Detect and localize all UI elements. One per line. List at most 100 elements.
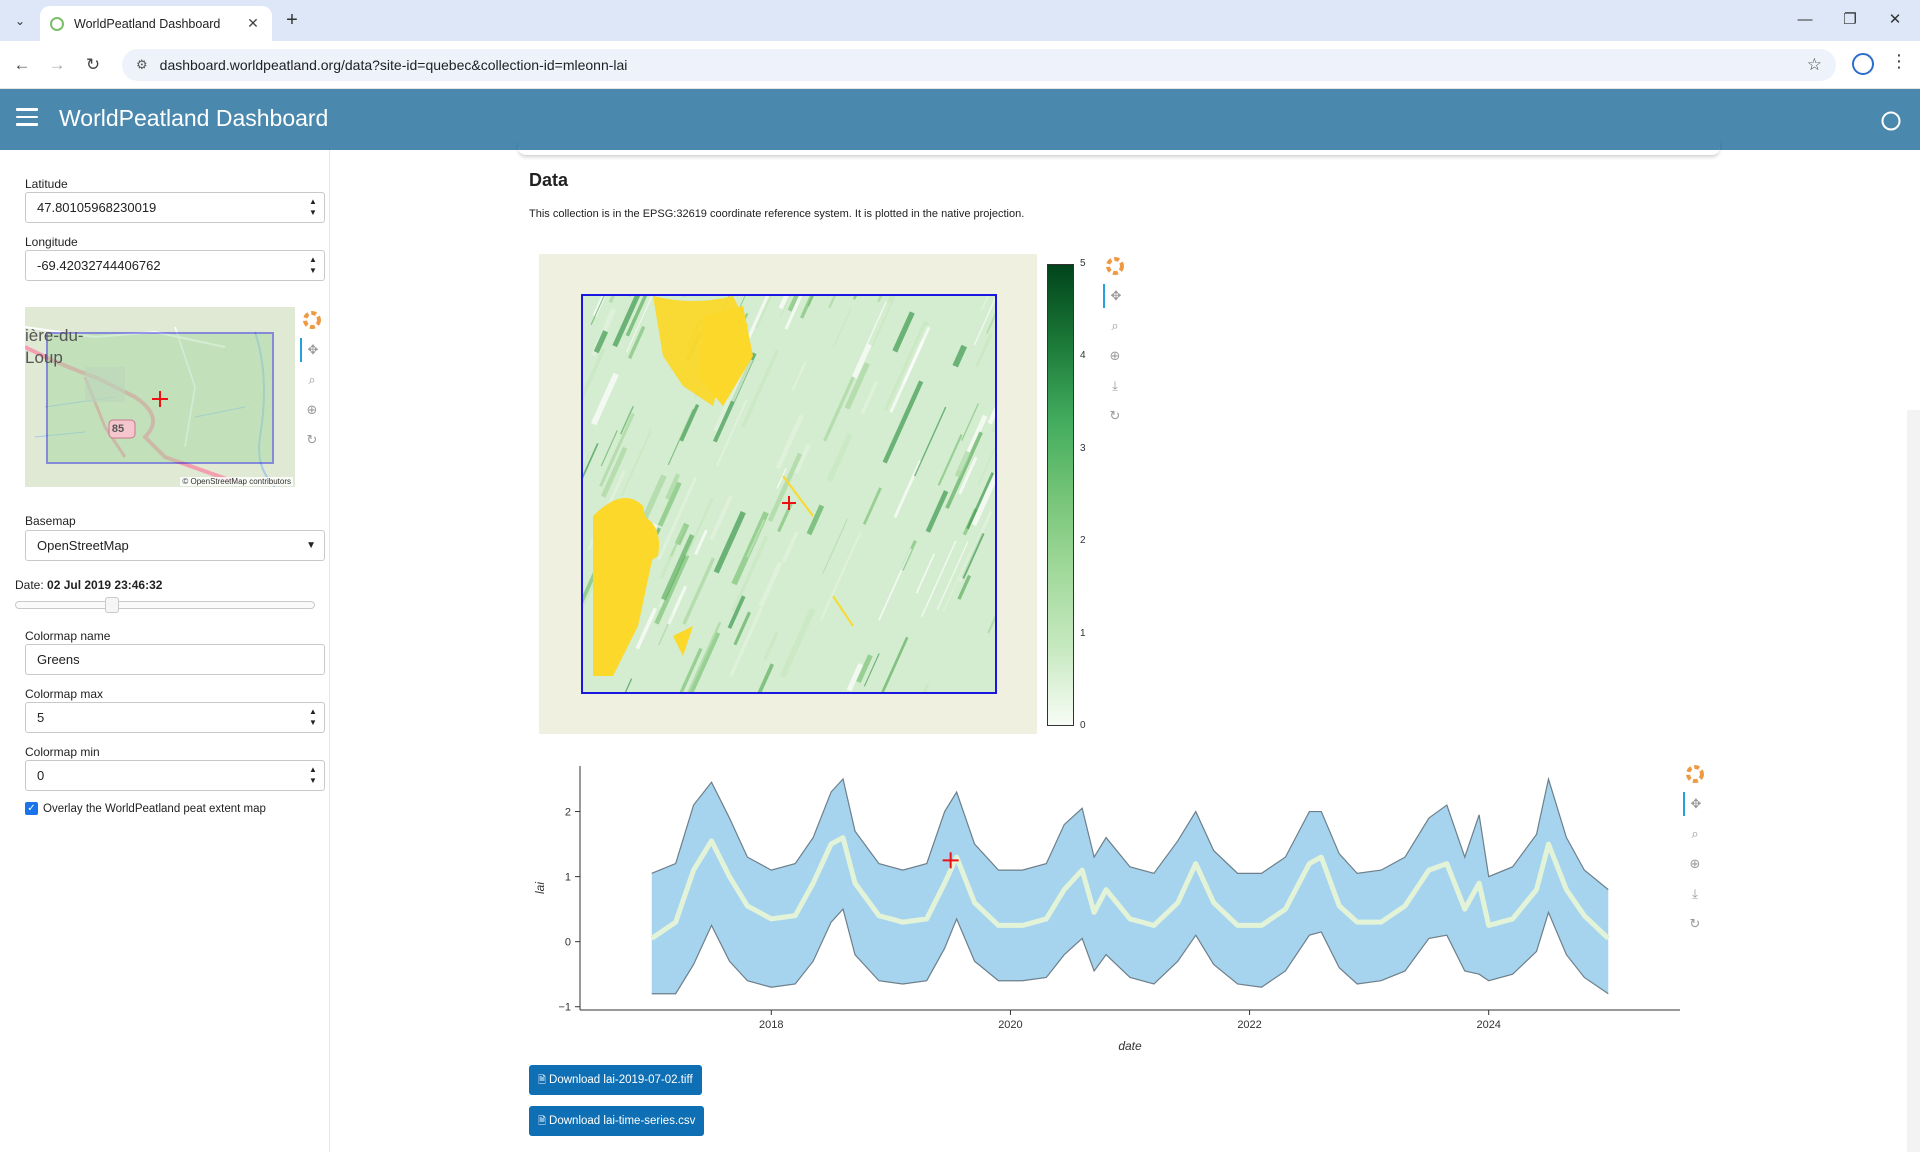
basemap-select[interactable]: OpenStreetMap ▼ (25, 530, 325, 561)
reset-icon[interactable]: ↻ (1109, 408, 1121, 423)
forward-icon[interactable]: → (48, 55, 66, 74)
raster-texture-streak (583, 453, 590, 469)
latitude-value: 47.80105968230019 (37, 200, 157, 215)
raster-texture-streak (619, 406, 634, 435)
longitude-input[interactable]: -69.42032744406762 ▲ ▼ (25, 250, 325, 281)
wheel-zoom-icon[interactable]: ⊕ (1109, 348, 1121, 363)
raster-texture-streak (915, 553, 935, 594)
box-zoom-icon[interactable]: ⌕ (1111, 318, 1119, 333)
bokeh-logo-icon[interactable] (1103, 254, 1127, 278)
date-slider-handle[interactable] (104, 597, 119, 613)
browser-tab[interactable]: WorldPeatland Dashboard ✕ (40, 6, 272, 41)
raster-texture-streak (800, 296, 814, 319)
upper-bound-line (651, 776, 1609, 891)
lai-raster[interactable] (581, 294, 997, 694)
raster-texture-streak (986, 313, 995, 334)
raster-texture-streak (846, 663, 864, 692)
save-icon[interactable]: ⤓ (1692, 886, 1698, 901)
colormap-min-spinner-icon[interactable]: ▲ ▼ (309, 765, 317, 785)
close-tab-icon[interactable]: ✕ (247, 15, 259, 31)
overlay-checkbox-row[interactable]: ✓ Overlay the WorldPeatland peat extent … (25, 802, 266, 815)
bokeh-logo-icon[interactable] (1683, 762, 1707, 786)
raster-texture-streak (975, 332, 993, 368)
restore-icon[interactable]: ❐ (1843, 11, 1857, 28)
colorbar (1047, 264, 1074, 726)
overlay-checkbox[interactable]: ✓ (25, 802, 38, 815)
x-tick-label: 2018 (759, 1019, 783, 1031)
raster-texture-streak (775, 414, 804, 470)
y-tick-label: −1 (558, 1002, 571, 1014)
raster-texture-streak (746, 519, 766, 558)
raster-texture-streak (828, 296, 836, 309)
tab-search-icon[interactable]: ⌄ (14, 14, 26, 28)
raster-texture-streak (958, 510, 993, 583)
bokeh-logo-icon[interactable] (300, 308, 324, 332)
download-csv-button[interactable]: 🗎 Download lai-time-series.csv (529, 1106, 705, 1136)
reset-icon[interactable]: ↻ (1689, 916, 1701, 931)
raster-texture-streak (961, 532, 985, 579)
raster-texture-streak (973, 297, 995, 346)
x-tick-label: 2024 (1476, 1019, 1500, 1031)
overlay-label: Overlay the WorldPeatland peat extent ma… (43, 802, 266, 815)
raster-texture-streak (823, 376, 855, 442)
colormap-name-label: Colormap name (25, 629, 111, 643)
pan-tool-icon[interactable]: ✥ (1683, 792, 1707, 816)
raster-texture-streak (763, 631, 779, 661)
raster-texture-streak (685, 497, 714, 557)
raster-texture-streak (713, 511, 746, 574)
wheel-zoom-icon[interactable]: ⊕ (306, 402, 318, 417)
colormap-name-input[interactable]: Greens (25, 644, 325, 675)
place-label-line2: Loup (25, 348, 63, 367)
browser-tab-bar: ⌄ WorldPeatland Dashboard ✕ + — ❐ ✕ (0, 0, 1920, 41)
back-icon[interactable]: ← (13, 55, 31, 74)
place-label-line1: ière-du- (25, 326, 84, 345)
x-tick-label: 2022 (1237, 1019, 1261, 1031)
osm-link[interactable]: © OpenStreetMap (182, 477, 247, 486)
minimize-icon[interactable]: — (1797, 11, 1813, 28)
latitude-input[interactable]: 47.80105968230019 ▲ ▼ (25, 192, 325, 223)
hamburger-menu-icon[interactable] (16, 108, 38, 128)
raster-texture-streak (779, 608, 816, 678)
x-tick-label: 2020 (998, 1019, 1022, 1031)
raster-texture-streak (937, 434, 963, 486)
raster-texture-streak (778, 296, 789, 310)
osm-attribution[interactable]: © OpenStreetMap contributors (180, 477, 293, 486)
raster-texture-streak (971, 471, 995, 526)
raster-texture-streak (626, 296, 653, 353)
pan-tool-icon[interactable]: ✥ (1103, 284, 1127, 308)
save-icon[interactable]: ⤓ (1112, 378, 1118, 393)
latitude-spinner-icon[interactable]: ▲ ▼ (309, 197, 317, 217)
box-zoom-icon[interactable]: ⌕ (308, 372, 316, 387)
reload-icon[interactable]: ↻ (85, 55, 101, 74)
box-zoom-icon[interactable]: ⌕ (1691, 826, 1699, 841)
raster-texture-streak (767, 452, 803, 522)
download-tiff-button[interactable]: 🗎 Download lai-2019-07-02.tiff (529, 1065, 702, 1095)
address-bar[interactable]: ⚙ dashboard.worldpeatland.org/data?site-… (122, 49, 1836, 81)
bookmark-star-icon[interactable]: ☆ (1806, 55, 1822, 74)
raster-texture-streak (936, 541, 969, 611)
pan-tool-icon[interactable]: ✥ (300, 338, 324, 362)
page-scrollbar[interactable] (1907, 410, 1920, 1152)
new-tab-icon[interactable]: + (286, 9, 298, 31)
date-slider[interactable] (15, 597, 315, 613)
colormap-max-spinner-icon[interactable]: ▲ ▼ (309, 707, 317, 727)
download-csv-label: Download lai-time-series.csv (549, 1115, 696, 1127)
reset-icon[interactable]: ↻ (306, 432, 318, 447)
site-info-icon[interactable]: ⚙ (136, 57, 148, 72)
file-icon: 🗎 (538, 1116, 547, 1127)
raster-texture-streak (921, 540, 957, 617)
download-tiff-label: Download lai-2019-07-02.tiff (549, 1074, 693, 1086)
colormap-max-input[interactable]: 5 ▲ ▼ (25, 702, 325, 733)
location-minimap[interactable]: 85 ière-du- Loup © OpenStreetMap contrib… (25, 307, 295, 487)
close-window-icon[interactable]: ✕ (1888, 11, 1902, 28)
raster-texture-streak (694, 529, 708, 556)
wheel-zoom-icon[interactable]: ⊕ (1689, 856, 1701, 871)
longitude-spinner-icon[interactable]: ▲ ▼ (309, 255, 317, 275)
raster-texture-streak (863, 653, 880, 687)
colormap-min-input[interactable]: 0 ▲ ▼ (25, 760, 325, 791)
raster-texture-streak (868, 296, 896, 347)
lai-time-series-plot[interactable]: 2018 2020 2022 2024 −1 0 1 2 date lai (520, 760, 1690, 1060)
profile-icon[interactable] (1852, 53, 1874, 75)
browser-menu-icon[interactable]: ⋮ (1890, 51, 1908, 71)
raster-texture-streak (784, 296, 803, 330)
